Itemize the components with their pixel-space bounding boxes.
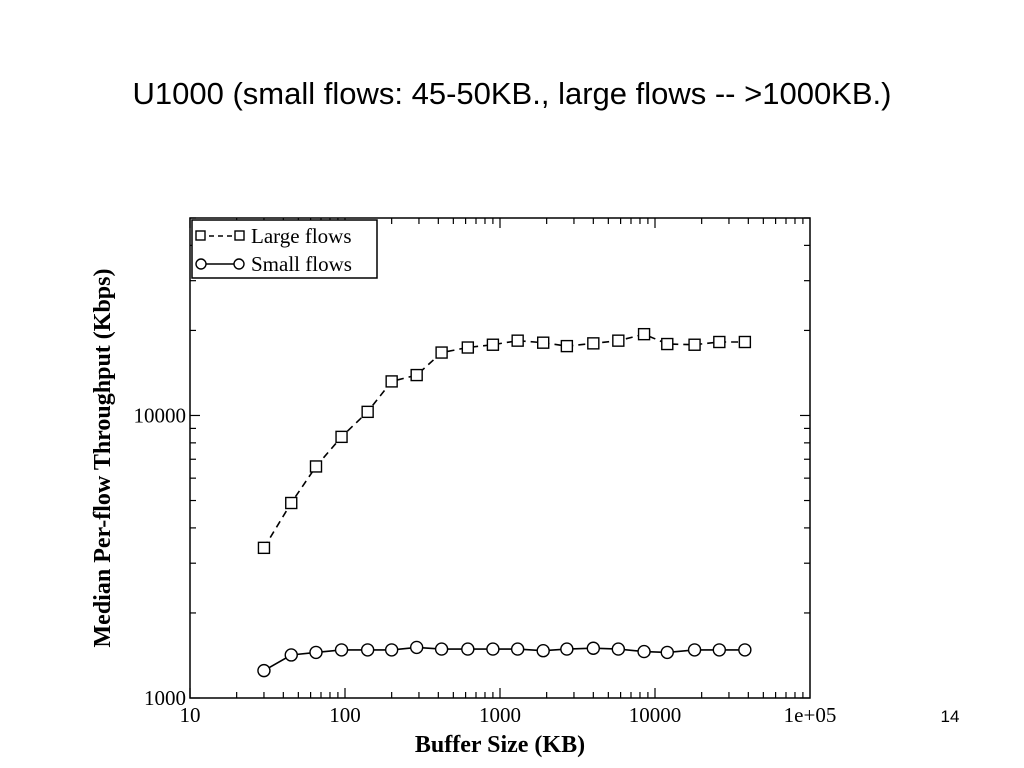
legend-label-small: Small flows xyxy=(251,252,352,276)
data-point-small-flows xyxy=(384,643,399,657)
data-point-small-flows xyxy=(461,642,475,656)
data-point-small-flows xyxy=(611,642,626,656)
data-point-large-flows xyxy=(410,368,423,382)
data-point-large-flows xyxy=(361,405,374,419)
x-tick-label: 10 xyxy=(180,703,201,727)
legend-marker-large-end xyxy=(234,230,245,241)
data-point-small-flows xyxy=(257,663,271,678)
data-point-large-flows xyxy=(637,327,651,341)
x-tick-label: 1000 xyxy=(479,703,521,727)
data-point-small-flows xyxy=(334,643,349,657)
legend-marker-small xyxy=(195,258,207,270)
data-point-small-flows xyxy=(360,643,375,657)
data-point-large-flows xyxy=(587,337,600,350)
data-point-large-flows xyxy=(688,338,701,351)
data-point-small-flows xyxy=(486,642,500,656)
data-point-small-flows xyxy=(536,644,550,658)
data-point-large-flows xyxy=(257,541,271,555)
legend-marker-small-end xyxy=(233,258,245,270)
data-point-large-flows xyxy=(385,375,398,388)
data-point-small-flows xyxy=(284,648,298,662)
data-point-small-flows xyxy=(687,643,702,657)
plot-frame xyxy=(189,217,811,699)
y-tick-label: 1000 xyxy=(144,686,186,710)
data-point-small-flows xyxy=(712,643,727,657)
data-point-large-flows xyxy=(461,341,475,354)
y-axis-label: Median Per-flow Throughput (Kbps) xyxy=(90,269,116,648)
data-point-small-flows xyxy=(510,642,525,656)
data-point-large-flows xyxy=(612,334,625,347)
page-number: 14 xyxy=(940,707,960,726)
data-point-large-flows xyxy=(537,336,550,349)
slide-title: U1000 (small flows: 45-50KB., large flow… xyxy=(132,76,892,111)
x-tick-label: 1e+05 xyxy=(784,703,837,727)
data-point-small-flows xyxy=(309,645,323,660)
legend-box xyxy=(191,219,378,279)
legend-label-large: Large flows xyxy=(251,224,352,248)
data-point-small-flows xyxy=(434,642,449,656)
data-point-small-flows xyxy=(637,644,651,659)
data-point-small-flows xyxy=(660,645,674,660)
data-point-large-flows xyxy=(486,338,500,351)
legend: Large flows Small flows xyxy=(191,219,378,279)
data-point-small-flows xyxy=(409,640,424,655)
data-point-large-flows xyxy=(560,339,574,353)
data-point-small-flows xyxy=(560,642,574,656)
y-tick-label: 10000 xyxy=(134,403,187,427)
x-tick-label: 100 xyxy=(329,703,361,727)
data-point-small-flows xyxy=(586,641,601,655)
x-tick-label: 10000 xyxy=(629,703,682,727)
data-point-small-flows xyxy=(738,643,752,657)
data-point-large-flows xyxy=(285,496,298,510)
legend-marker-large xyxy=(195,230,206,241)
data-point-large-flows xyxy=(738,335,752,349)
data-point-large-flows xyxy=(435,346,448,359)
data-point-large-flows xyxy=(713,335,726,349)
x-axis-label: Buffer Size (KB) xyxy=(415,732,585,758)
data-point-large-flows xyxy=(511,334,524,347)
data-point-large-flows xyxy=(309,460,323,473)
data-point-large-flows xyxy=(335,430,348,444)
data-point-large-flows xyxy=(661,337,674,351)
